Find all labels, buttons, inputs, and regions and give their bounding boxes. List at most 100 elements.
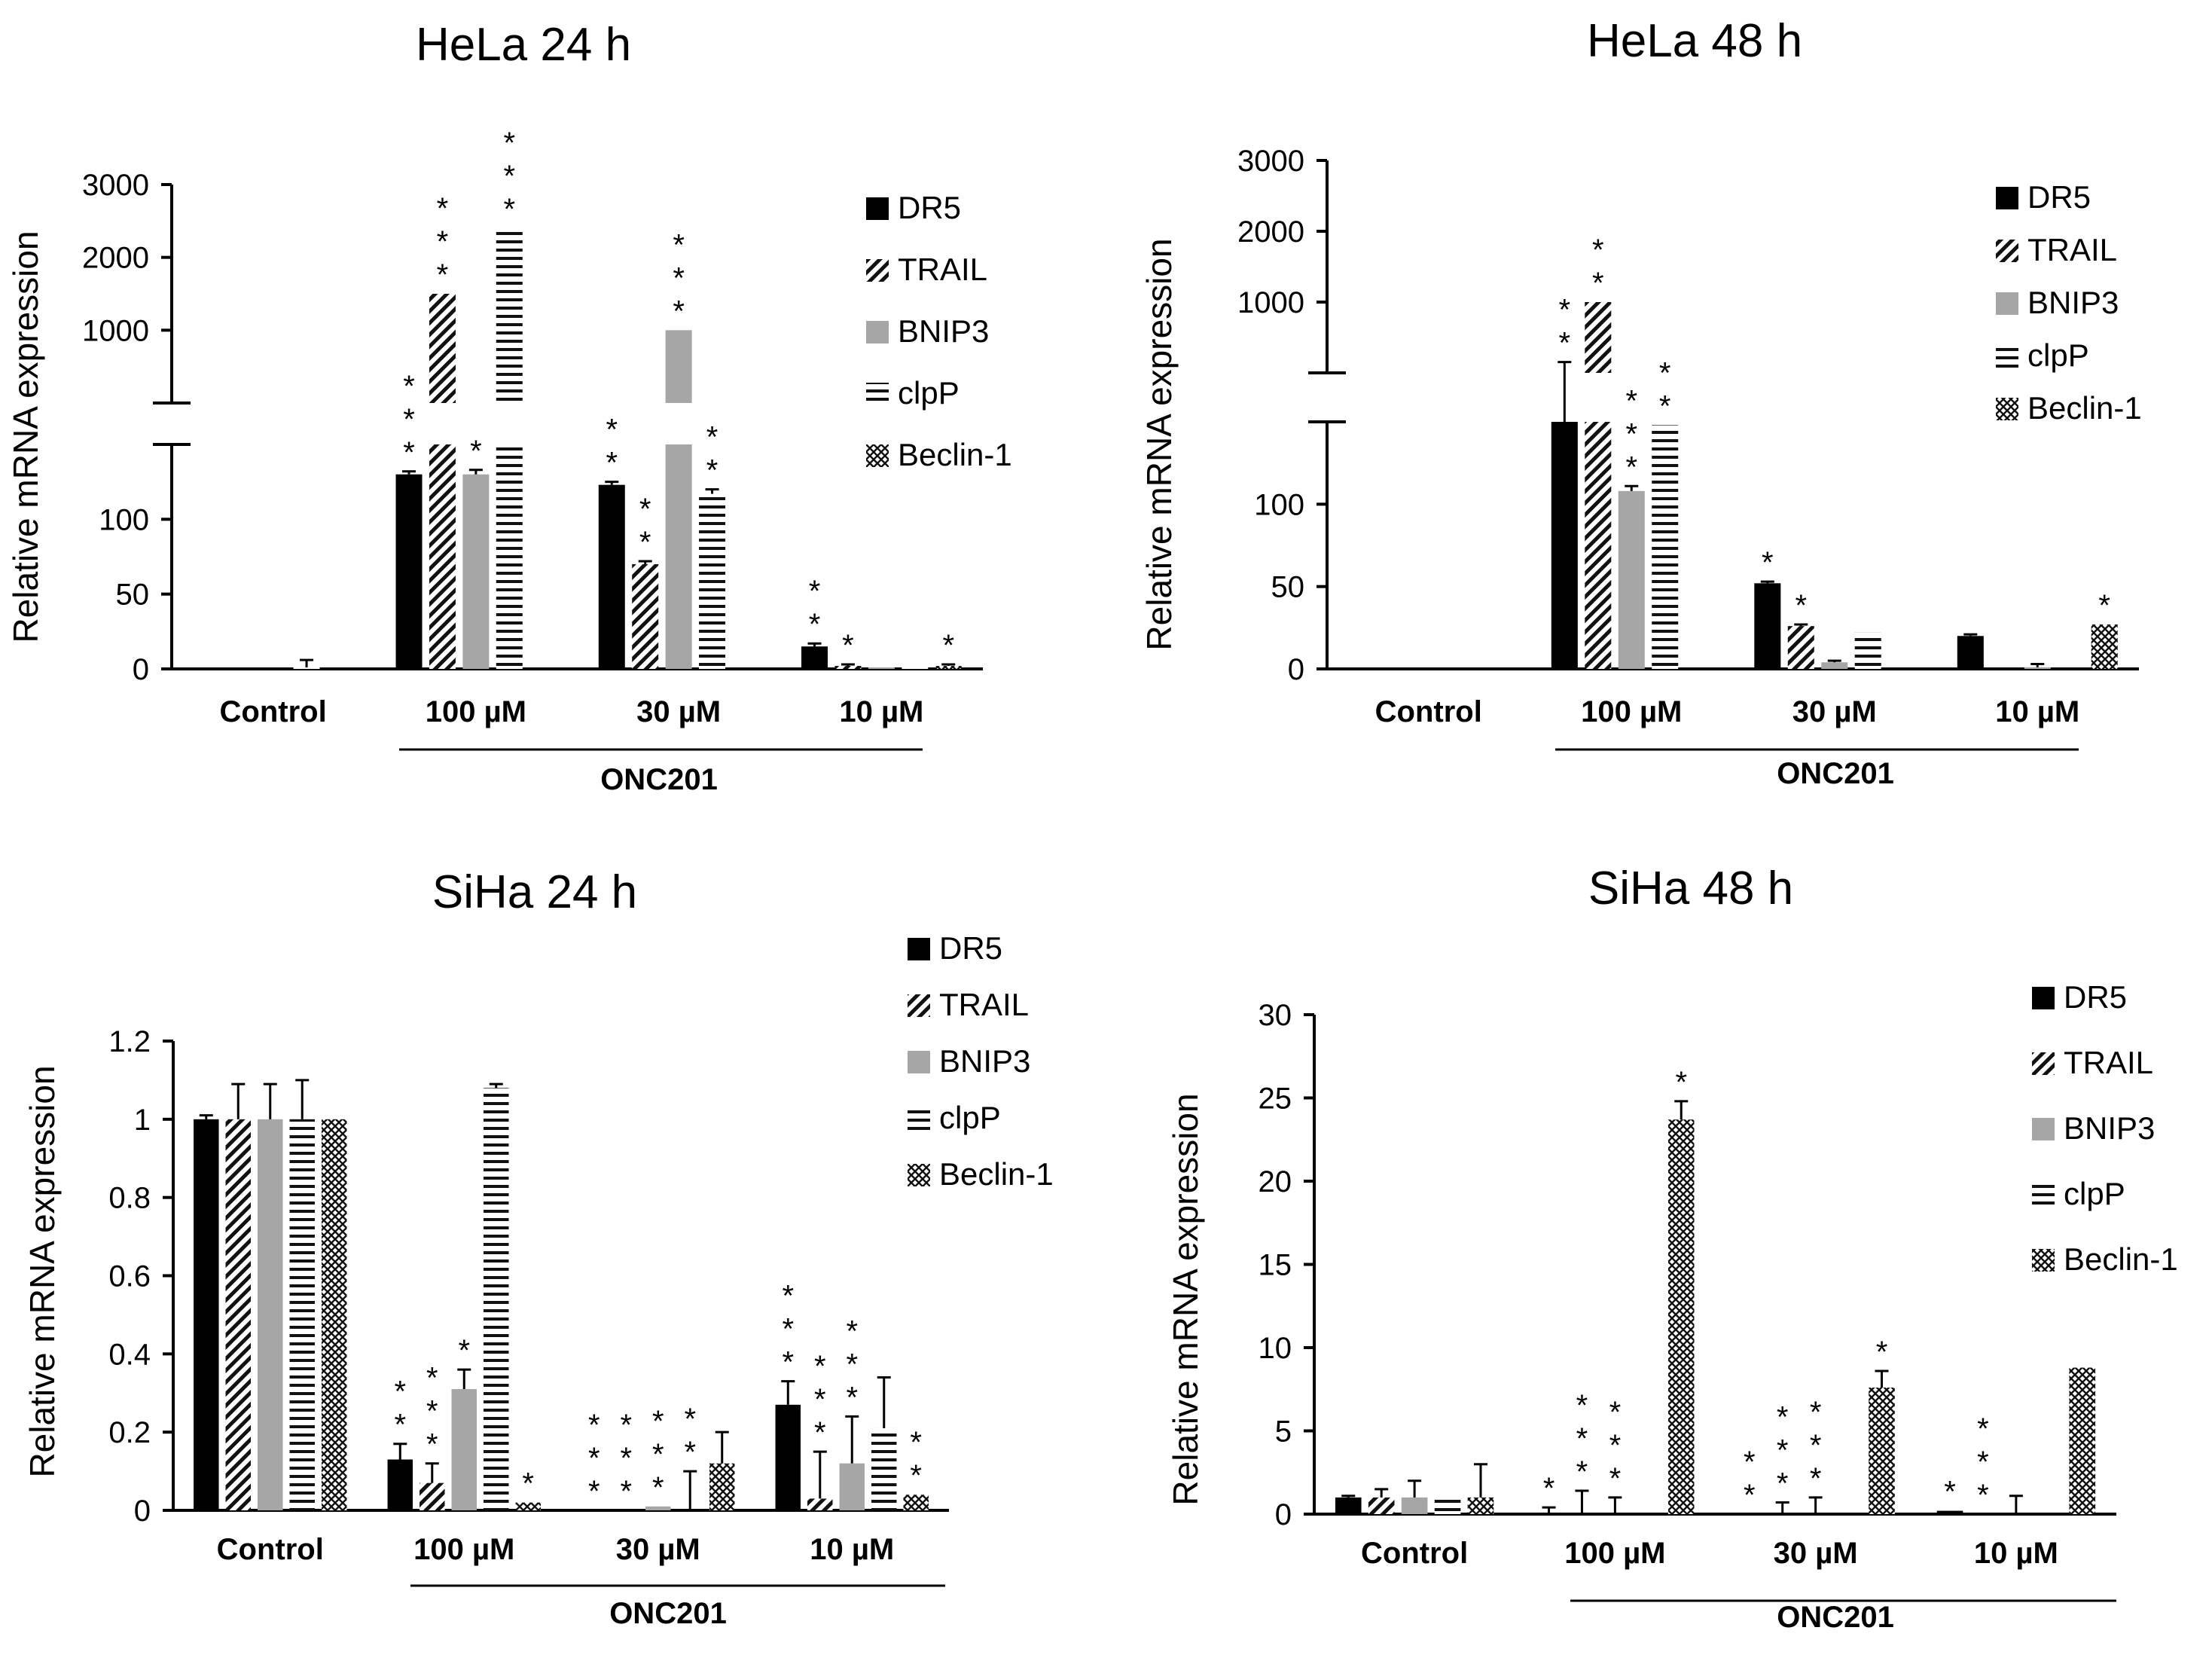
legend-label-trail: TRAIL [2027,232,2117,267]
significance-star: * [910,1459,922,1492]
y-tick-label: 1.2 [108,1025,151,1058]
bar-bnip3 [258,1119,283,1510]
legend-label-beclin-1: Beclin-1 [898,437,1012,472]
significance-star: * [814,1350,826,1383]
y-tick-label: 3000 [82,169,149,202]
bar-dr5 [194,1119,219,1510]
significance-star: * [1777,1401,1789,1434]
group-label: ONC201 [600,763,718,796]
x-category-label: Control [217,1533,324,1566]
significance-star: * [1810,1462,1822,1495]
significance-star: * [1744,1479,1756,1512]
legend-swatch-trail [866,259,889,282]
bar-trail [225,1119,251,1510]
significance-star: * [522,1467,534,1501]
significance-star: * [846,1314,858,1348]
legend-swatch-trail [1996,240,2018,262]
chart-panel-3: SiHa 24 h Relative mRNA expression 0 0.2 0.4… [23,866,1054,1630]
chart-panel-1: HeLa 24 h Relative mRNA expression 0 50 100 1… [6,19,1012,796]
significance-star: * [673,228,685,261]
legend-label-beclin-1: Beclin-1 [2027,390,2142,426]
legend-label-dr5: DR5 [898,190,961,225]
bar-bnip3 [2024,667,2051,669]
y-tick-label: 1000 [1237,286,1304,319]
x-category-label: 30 µM [1774,1537,1858,1570]
chart-title: SiHa 48 h [1588,863,1793,914]
significance-star: * [1876,1336,1888,1369]
bar-bnip3 [839,1463,865,1510]
significance-star: * [1659,389,1671,423]
legend-swatch-clpp [2032,1183,2055,1206]
significance-star: * [437,258,449,292]
y-tick-label: 0.6 [108,1260,151,1293]
significance-star: * [606,414,618,447]
bar-bnip3 [665,444,692,669]
x-category-label: Control [1361,1537,1468,1570]
significance-star: * [1944,1476,1956,1509]
significance-star: * [1977,1412,1989,1446]
significance-star: * [782,1346,794,1379]
significance-star: * [606,447,618,480]
significance-star: * [426,1362,438,1395]
bar-bnip3 [1821,662,1848,669]
legend-swatch-dr5 [866,197,889,220]
significance-star: * [403,436,415,469]
bar-beclin-1 [1467,1497,1494,1514]
legend-swatch-beclin-1 [1996,398,2018,420]
x-category-label: 100 µM [413,1533,514,1566]
legend-swatch-beclin-1 [866,444,889,467]
x-category-label: 30 µM [636,695,721,728]
x-category-label: 10 µM [810,1533,894,1566]
significance-star: * [403,403,415,436]
y-tick-label: 0 [1288,653,1304,686]
significance-star: * [504,160,516,193]
chart-panel-4: SiHa 48 h Relative mRNA expression 0 5 10 15 2… [1166,863,2178,1634]
significance-star: * [1592,267,1604,300]
x-category-label: 10 µM [1974,1537,2058,1570]
significance-star: * [620,1409,632,1442]
bar-trail [420,1482,445,1510]
x-category-label: 30 µM [1792,695,1877,728]
bar-clpp [902,667,929,669]
y-tick-label: 50 [116,579,150,612]
legend-swatch-bnip3 [908,1051,930,1073]
legend-swatch-trail [908,994,930,1017]
y-axis-label: Relative mRNA expression [23,1065,62,1477]
legend-swatch-dr5 [908,938,930,960]
bar-clpp-upper [496,228,523,403]
y-axis-label: Relative mRNA expression [1140,238,1179,650]
y-tick-label: 3000 [1237,145,1304,178]
significance-star: * [706,454,719,487]
significance-star: * [942,629,954,662]
significance-star: * [470,435,482,468]
significance-star: * [842,629,854,662]
legend-swatch-bnip3 [1996,292,2018,315]
bar-beclin-1 [2091,624,2118,669]
legend-label-bnip3: BNIP3 [939,1043,1030,1079]
bar-dr5 [1335,1497,1362,1514]
y-tick-label: 2000 [1237,215,1304,249]
x-category-label: 10 µM [1995,695,2079,728]
y-tick-label: 0 [1275,1498,1292,1531]
legend-label-clpp: clpP [2027,337,2089,373]
bar-trail-upper [429,294,456,403]
significance-star: * [1609,1462,1622,1495]
group-label: ONC201 [1777,757,1894,790]
y-axis-label: Relative mRNA expression [6,231,45,643]
y-tick-label: 20 [1259,1165,1292,1198]
y-tick-label: 15 [1259,1249,1292,1282]
bar-clpp [496,444,523,669]
chart-title: HeLa 48 h [1587,15,1802,67]
significance-star: * [426,1428,438,1461]
significance-star: * [652,1438,664,1471]
significance-star: * [814,1416,826,1449]
bar-beclin-1 [1869,1388,1895,1514]
y-axis-label: Relative mRNA expression [1166,1093,1205,1505]
y-tick-label: 10 [1259,1332,1292,1365]
x-category-label: Control [220,695,327,728]
x-category-label: 30 µM [616,1533,700,1566]
legend-label-beclin-1: Beclin-1 [2064,1241,2178,1277]
significance-star: * [1744,1446,1756,1479]
bar-beclin-1 [935,666,962,669]
y-tick-label: 0 [133,653,149,686]
